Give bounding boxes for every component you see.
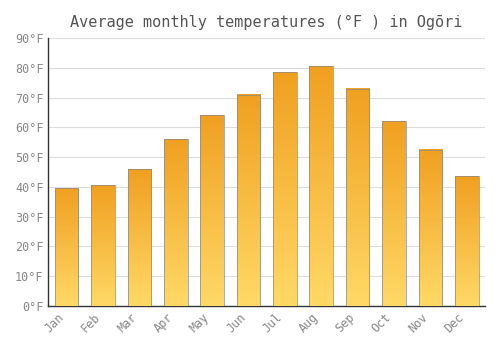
Bar [128,169,151,306]
Bar [200,116,224,306]
Bar [164,139,188,306]
Bar [346,89,370,306]
Bar [54,188,78,306]
Bar [236,94,260,306]
Bar [418,150,442,306]
Bar [382,121,406,306]
Bar [310,66,333,306]
Bar [273,72,296,306]
Bar [455,176,478,306]
Bar [91,186,115,306]
Title: Average monthly temperatures (°F ) in Ogōri: Average monthly temperatures (°F ) in Og… [70,15,463,30]
